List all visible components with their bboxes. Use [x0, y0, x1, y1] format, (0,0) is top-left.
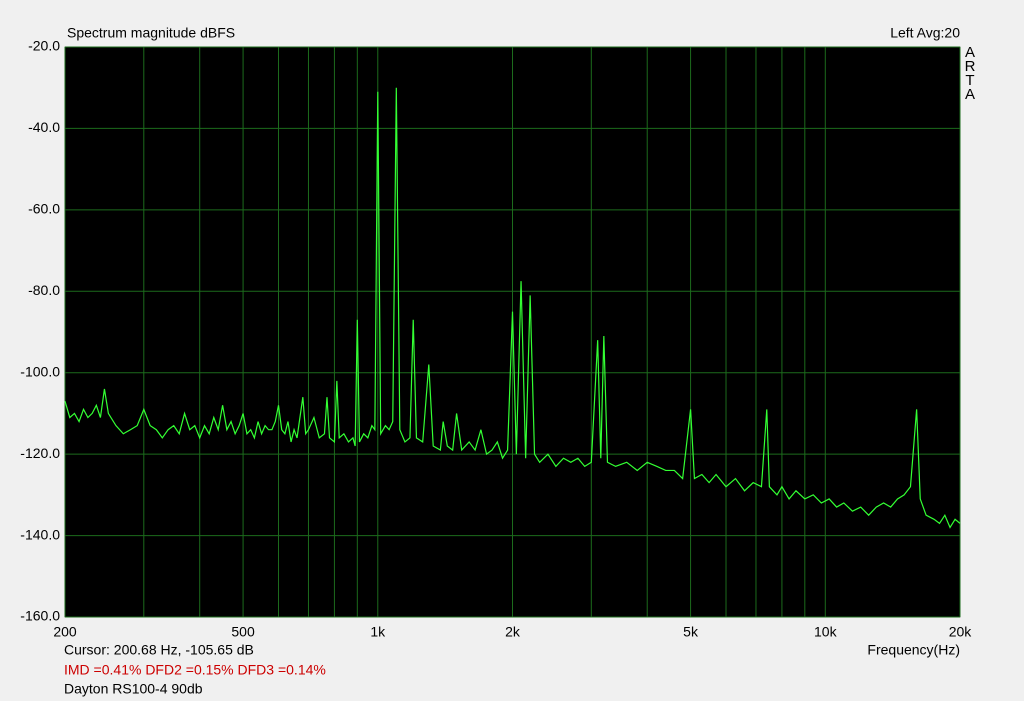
logo: ARTA	[964, 44, 976, 103]
chart-title: Spectrum magnitude dBFS	[67, 25, 235, 41]
cursor-readout: Cursor: 200.68 Hz, -105.65 dB	[64, 642, 254, 658]
x-tick-label: 1k	[370, 624, 386, 640]
y-tick-label: -60.0	[28, 201, 60, 217]
note: Dayton RS100-4 90db	[64, 681, 203, 697]
x-tick-label: 20k	[949, 624, 973, 640]
y-tick-label: -100.0	[20, 363, 60, 379]
x-tick-label: 200	[53, 624, 77, 640]
x-tick-label: 500	[231, 624, 255, 640]
distortion-readout: IMD =0.41% DFD2 =0.15% DFD3 =0.14%	[64, 662, 326, 678]
y-tick-label: -80.0	[28, 282, 60, 298]
y-tick-label: -160.0	[20, 608, 60, 624]
y-tick-label: -120.0	[20, 445, 60, 461]
y-tick-label: -40.0	[28, 119, 60, 135]
x-tick-label: 5k	[683, 624, 699, 640]
y-tick-label: -140.0	[20, 526, 60, 542]
spectrum-line	[64, 87, 961, 529]
x-tick-label: 2k	[505, 624, 521, 640]
channel-info: Left Avg:20	[890, 25, 960, 41]
y-tick-label: -20.0	[28, 38, 60, 54]
x-tick-label: 10k	[814, 624, 838, 640]
x-axis-label: Frequency(Hz)	[867, 642, 960, 658]
